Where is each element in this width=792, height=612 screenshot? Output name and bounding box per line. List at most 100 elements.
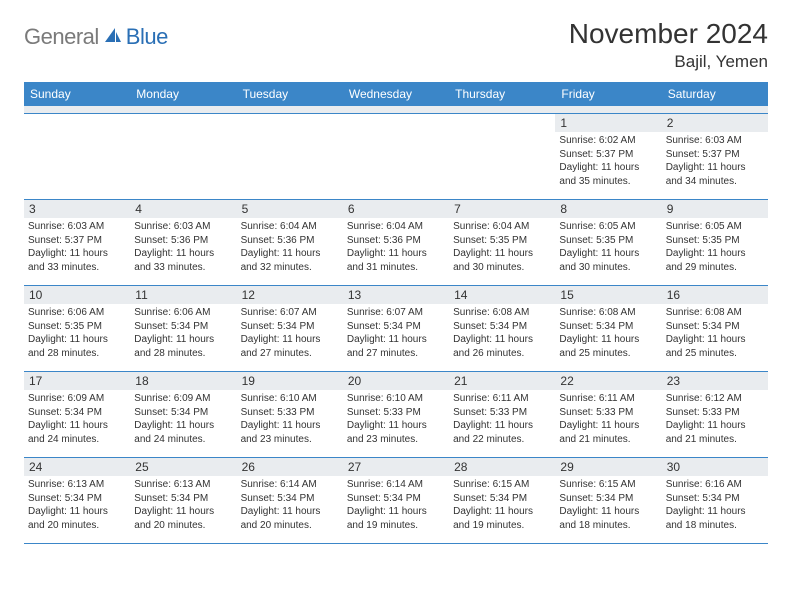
daylight-text: Daylight: 11 hours and 28 minutes.	[134, 333, 232, 360]
day-details: Sunrise: 6:10 AMSunset: 5:33 PMDaylight:…	[347, 392, 445, 446]
sunrise-text: Sunrise: 6:08 AM	[453, 306, 551, 320]
day-details: Sunrise: 6:07 AMSunset: 5:34 PMDaylight:…	[347, 306, 445, 360]
sunset-text: Sunset: 5:37 PM	[559, 148, 657, 162]
day-number: 28	[449, 458, 555, 476]
daylight-text: Daylight: 11 hours and 21 minutes.	[559, 419, 657, 446]
day-number: 4	[130, 200, 236, 218]
weekday-header: Tuesday	[237, 82, 343, 106]
day-number: 27	[343, 458, 449, 476]
day-number: 15	[555, 286, 661, 304]
day-number: 14	[449, 286, 555, 304]
daylight-text: Daylight: 11 hours and 18 minutes.	[666, 505, 764, 532]
day-details: Sunrise: 6:08 AMSunset: 5:34 PMDaylight:…	[666, 306, 764, 360]
day-cell: 21Sunrise: 6:11 AMSunset: 5:33 PMDayligh…	[449, 372, 555, 458]
day-number: 26	[237, 458, 343, 476]
day-number: 3	[24, 200, 130, 218]
day-cell: 12Sunrise: 6:07 AMSunset: 5:34 PMDayligh…	[237, 286, 343, 372]
daylight-text: Daylight: 11 hours and 27 minutes.	[241, 333, 339, 360]
daylight-text: Daylight: 11 hours and 23 minutes.	[347, 419, 445, 446]
day-cell	[24, 114, 130, 200]
day-number: 24	[24, 458, 130, 476]
day-number: 8	[555, 200, 661, 218]
day-number: 10	[24, 286, 130, 304]
day-number: 22	[555, 372, 661, 390]
sunrise-text: Sunrise: 6:08 AM	[559, 306, 657, 320]
weekday-header: Saturday	[662, 82, 768, 106]
day-cell: 8Sunrise: 6:05 AMSunset: 5:35 PMDaylight…	[555, 200, 661, 286]
day-details: Sunrise: 6:03 AMSunset: 5:36 PMDaylight:…	[134, 220, 232, 274]
sunset-text: Sunset: 5:35 PM	[666, 234, 764, 248]
sunrise-text: Sunrise: 6:07 AM	[241, 306, 339, 320]
day-number: 9	[662, 200, 768, 218]
day-details: Sunrise: 6:07 AMSunset: 5:34 PMDaylight:…	[241, 306, 339, 360]
daylight-text: Daylight: 11 hours and 26 minutes.	[453, 333, 551, 360]
logo: General Blue	[24, 18, 168, 50]
logo-text-blue: Blue	[126, 24, 168, 50]
day-details: Sunrise: 6:13 AMSunset: 5:34 PMDaylight:…	[28, 478, 126, 532]
sunrise-text: Sunrise: 6:10 AM	[347, 392, 445, 406]
sunset-text: Sunset: 5:34 PM	[134, 320, 232, 334]
sunset-text: Sunset: 5:34 PM	[453, 320, 551, 334]
weekday-header: Friday	[555, 82, 661, 106]
day-number: 6	[343, 200, 449, 218]
sunset-text: Sunset: 5:33 PM	[241, 406, 339, 420]
sunset-text: Sunset: 5:33 PM	[666, 406, 764, 420]
day-details: Sunrise: 6:10 AMSunset: 5:33 PMDaylight:…	[241, 392, 339, 446]
daylight-text: Daylight: 11 hours and 25 minutes.	[666, 333, 764, 360]
sunrise-text: Sunrise: 6:03 AM	[134, 220, 232, 234]
sunset-text: Sunset: 5:33 PM	[347, 406, 445, 420]
sunset-text: Sunset: 5:34 PM	[28, 406, 126, 420]
sunrise-text: Sunrise: 6:03 AM	[666, 134, 764, 148]
day-details: Sunrise: 6:12 AMSunset: 5:33 PMDaylight:…	[666, 392, 764, 446]
day-cell: 22Sunrise: 6:11 AMSunset: 5:33 PMDayligh…	[555, 372, 661, 458]
day-number: 21	[449, 372, 555, 390]
day-cell: 14 Sunrise: 6:08 AMSunset: 5:34 PMDayligh…	[449, 286, 555, 372]
sunrise-text: Sunrise: 6:10 AM	[241, 392, 339, 406]
daylight-text: Daylight: 11 hours and 21 minutes.	[666, 419, 764, 446]
day-details: Sunrise: 6:02 AMSunset: 5:37 PMDaylight:…	[559, 134, 657, 188]
sunrise-text: Sunrise: 6:13 AM	[134, 478, 232, 492]
sunrise-text: Sunrise: 6:06 AM	[28, 306, 126, 320]
day-details: Sunrise: 6:04 AMSunset: 5:35 PMDaylight:…	[453, 220, 551, 274]
day-details: Sunrise: 6:16 AMSunset: 5:34 PMDaylight:…	[666, 478, 764, 532]
day-number: 29	[555, 458, 661, 476]
day-number: 23	[662, 372, 768, 390]
sunset-text: Sunset: 5:34 PM	[134, 492, 232, 506]
daylight-text: Daylight: 11 hours and 34 minutes.	[666, 161, 764, 188]
day-cell	[343, 114, 449, 200]
sunset-text: Sunset: 5:35 PM	[28, 320, 126, 334]
day-details: Sunrise: 6:06 AMSunset: 5:35 PMDaylight:…	[28, 306, 126, 360]
sunrise-text: Sunrise: 6:02 AM	[559, 134, 657, 148]
day-cell	[449, 114, 555, 200]
sunset-text: Sunset: 5:36 PM	[134, 234, 232, 248]
sunset-text: Sunset: 5:34 PM	[453, 492, 551, 506]
day-details: Sunrise: 6:08 AMSunset: 5:34 PMDaylight:…	[559, 306, 657, 360]
day-number: 19	[237, 372, 343, 390]
sunset-text: Sunset: 5:34 PM	[666, 320, 764, 334]
daylight-text: Daylight: 11 hours and 27 minutes.	[347, 333, 445, 360]
day-number	[130, 114, 236, 118]
daylight-text: Daylight: 11 hours and 28 minutes.	[28, 333, 126, 360]
sunset-text: Sunset: 5:36 PM	[347, 234, 445, 248]
daylight-text: Daylight: 11 hours and 33 minutes.	[28, 247, 126, 274]
day-number: 5	[237, 200, 343, 218]
day-number: 17	[24, 372, 130, 390]
sunrise-text: Sunrise: 6:03 AM	[28, 220, 126, 234]
day-number: 13	[343, 286, 449, 304]
day-cell: 16Sunrise: 6:08 AMSunset: 5:34 PMDayligh…	[662, 286, 768, 372]
day-number: 25	[130, 458, 236, 476]
sunset-text: Sunset: 5:37 PM	[28, 234, 126, 248]
page-title: November 2024	[569, 18, 768, 50]
day-number	[24, 114, 130, 118]
day-cell: 11Sunrise: 6:06 AMSunset: 5:34 PMDayligh…	[130, 286, 236, 372]
daylight-text: Daylight: 11 hours and 32 minutes.	[241, 247, 339, 274]
sunset-text: Sunset: 5:34 PM	[134, 406, 232, 420]
sunrise-text: Sunrise: 6:09 AM	[28, 392, 126, 406]
week-row: 1Sunrise: 6:02 AMSunset: 5:37 PMDaylight…	[24, 114, 768, 200]
day-cell: 19 Sunrise: 6:10 AMSunset: 5:33 PMDayligh…	[237, 372, 343, 458]
sunrise-text: Sunrise: 6:15 AM	[559, 478, 657, 492]
day-details: Sunrise: 6:06 AMSunset: 5:34 PMDaylight:…	[134, 306, 232, 360]
day-number: 20	[343, 372, 449, 390]
sunset-text: Sunset: 5:34 PM	[28, 492, 126, 506]
sunrise-text: Sunrise: 6:13 AM	[28, 478, 126, 492]
